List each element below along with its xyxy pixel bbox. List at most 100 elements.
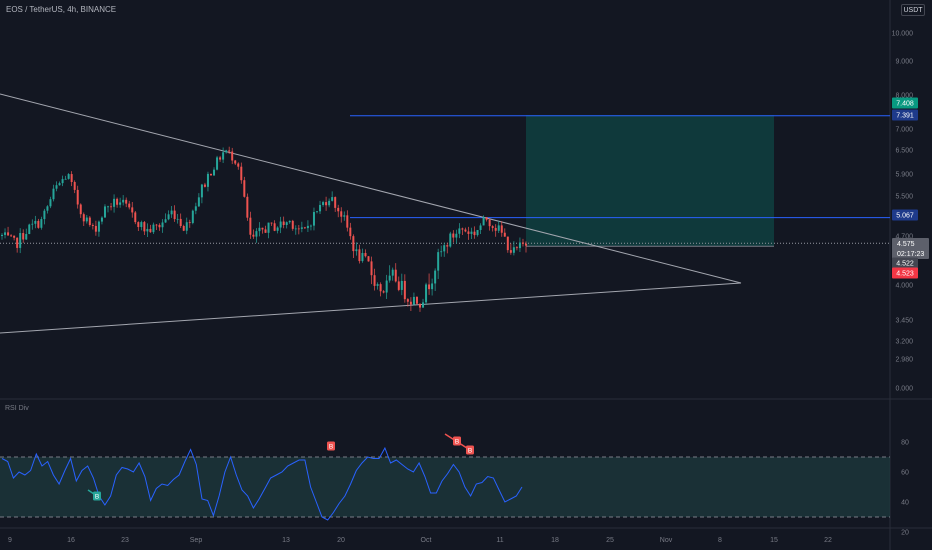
price-tick-label-10: 3.450 [895,318,913,325]
candle-body [352,236,355,252]
badge-level-mid-bg [892,209,918,221]
candle-body [343,215,346,217]
candle-body [379,284,382,292]
candle-body [173,210,176,220]
candle-body [488,219,491,227]
candle-body [70,174,73,183]
candle-body [300,227,303,229]
candle-body [491,226,494,228]
candle-body [249,217,252,235]
candle-body [176,218,179,220]
candle-body [152,224,155,233]
symbol-title: EOS / TetherUS, 4h, BINANCE [6,5,117,14]
rsi-signal-bear-1: B [329,444,333,451]
rsi-signal-bear-2-bg [453,436,461,446]
candle-body [434,270,437,284]
price-tick-label-12: 2.980 [895,357,913,364]
time-tick-label-11: 8 [718,537,722,544]
price-tick-label-5: 5.900 [895,172,913,179]
candle-body [316,211,319,213]
candle-body [446,245,449,247]
candle-body [449,233,452,247]
candle-body [331,197,334,201]
candle-body [231,151,234,161]
badge-level-upper: 7.391 [896,113,914,120]
candles [1,146,527,312]
candle-body [264,229,267,233]
candle-body [319,204,322,212]
candle-body [155,224,158,226]
rsi-signal-bear-1-bg [327,441,335,451]
badge-level-upper-bg [892,109,918,121]
candle-body [482,217,485,226]
candle-body [403,280,406,300]
time-tick-label-13: 22 [824,537,832,544]
candle-body [412,296,415,305]
candle-body [13,235,16,238]
candle-body [440,251,443,253]
candle-body [494,227,497,231]
candle-body [334,197,337,208]
candle-body [34,220,37,224]
time-tick-label-7: 11 [496,537,503,544]
badge-last-low-bg [892,267,918,279]
candle-body [107,206,110,208]
candle-body [288,220,291,223]
candle-body [1,234,3,236]
rsi-tick-label-0: 80 [901,440,909,447]
badge-target-top: 7.408 [896,101,914,108]
candle-body [143,222,146,232]
candle-body [303,227,306,229]
time-tick-label-2: 23 [121,537,129,544]
candle-body [200,184,203,198]
candle-body [25,234,28,240]
candle-body [67,174,70,179]
candle-body [458,228,461,234]
price-tick-label-2: 8.000 [895,93,913,100]
candle-body [185,222,188,231]
candle-body [213,169,216,176]
candle-body [409,301,412,305]
candle-body [270,222,273,224]
candle-body [225,150,228,153]
target-zone [526,115,774,247]
candle-body [158,224,161,228]
candle-body [216,157,219,170]
badge-level-low: 4.522 [896,261,914,268]
badge-countdown: 02:17:23 [897,251,924,258]
candle-body [64,178,67,180]
candle-body [28,224,31,235]
candle-body [431,283,434,290]
candle-body [222,152,225,160]
rsi-signal-bull-1: B [95,494,99,501]
price-tick-label-0: 10.000 [892,31,914,38]
candle-body [464,229,467,232]
candle-body [258,227,261,232]
candle-body [255,231,258,237]
time-tick-label-1: 16 [67,537,75,544]
candle-body [418,303,421,308]
price-tick-label-9: 4.000 [895,283,913,290]
price-tick-label-13: 0.000 [895,386,913,393]
candle-body [49,199,52,207]
badge-level-low-bg [892,257,918,269]
currency-button[interactable]: USDT [901,4,925,16]
candle-body [10,235,13,237]
candle-body [119,202,122,205]
candle-body [422,302,425,308]
candle-body [134,212,137,223]
candle-body [46,206,49,211]
rsi-tick-label-1: 60 [901,470,909,477]
candle-body [94,225,97,232]
candle-body [364,252,367,257]
candle-body [467,231,470,234]
time-tick-label-3: Sep [190,537,203,544]
candle-body [509,250,512,253]
time-tick-label-8: 18 [551,537,559,544]
candle-body [228,150,231,152]
candle-body [294,228,297,230]
candle-body [116,198,119,205]
candle-body [415,296,418,304]
